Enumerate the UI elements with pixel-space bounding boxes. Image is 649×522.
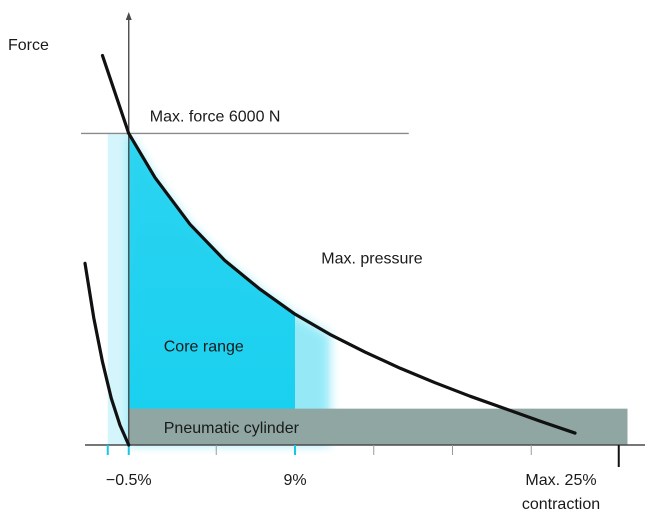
regions-layer xyxy=(107,133,628,445)
max-pressure-label: Max. pressure xyxy=(321,250,422,267)
y-axis-arrow xyxy=(125,12,132,20)
axes-layer xyxy=(81,12,645,467)
pneumatic-cylinder-label: Pneumatic cylinder xyxy=(164,420,300,437)
labels-layer: Max. force 6000 N Max. pressure Core range… xyxy=(106,108,600,513)
core-range-halo xyxy=(107,133,129,445)
negative-contraction-curve xyxy=(83,261,131,447)
core-range-area xyxy=(128,133,295,445)
x-tick-label: Max. 25% contraction xyxy=(522,472,600,513)
max-force-label: Max. force 6000 N xyxy=(150,108,281,125)
x-tick-label: 9% xyxy=(283,472,306,489)
series-layer xyxy=(83,53,577,447)
max-pressure-curve xyxy=(100,53,577,435)
x-tick-label: −0.5% xyxy=(106,472,152,489)
pneumatic-cylinder-band xyxy=(128,408,628,445)
y-axis-label: Force xyxy=(8,37,49,54)
core-range-label: Core range xyxy=(164,339,244,356)
